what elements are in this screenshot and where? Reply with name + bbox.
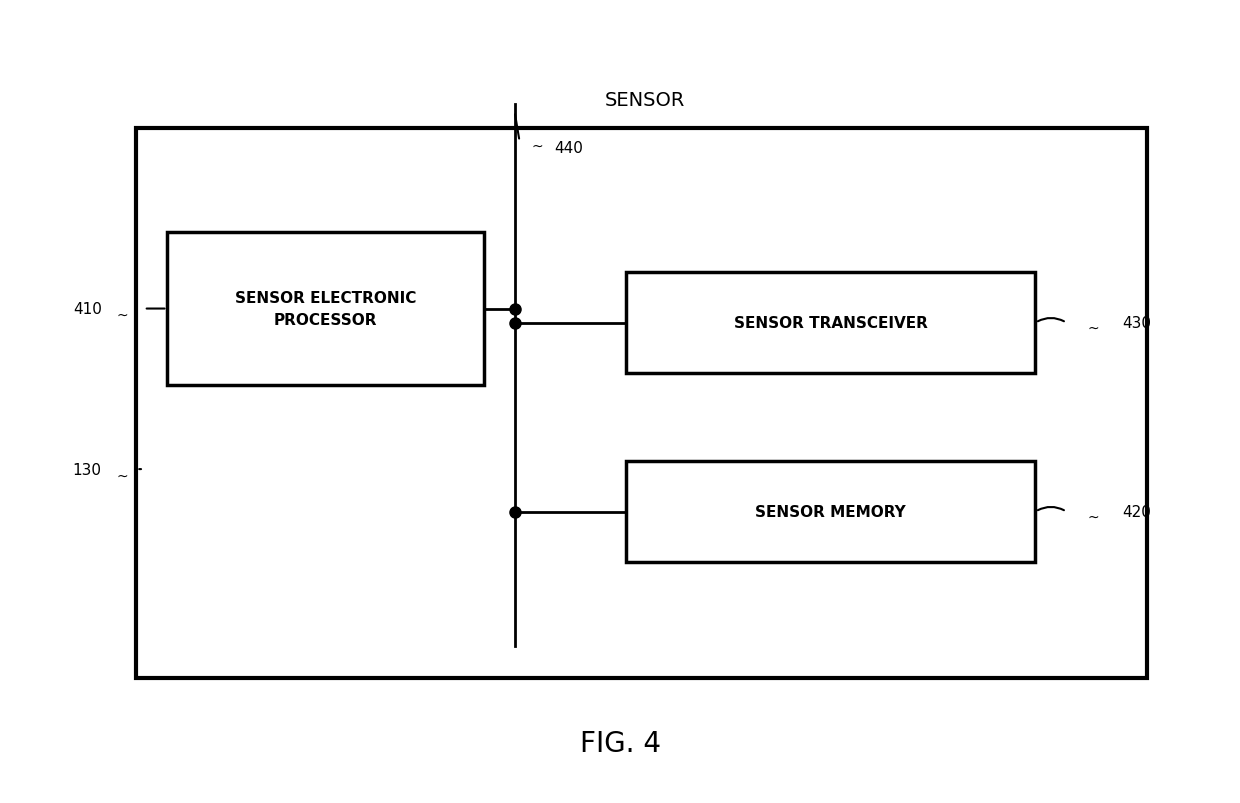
Text: ~: ~: [117, 308, 128, 323]
Text: SENSOR ELECTRONIC
PROCESSOR: SENSOR ELECTRONIC PROCESSOR: [234, 291, 417, 328]
Bar: [626, 462, 1035, 562]
Text: ~: ~: [1087, 510, 1099, 524]
Text: SENSOR MEMORY: SENSOR MEMORY: [755, 504, 906, 520]
Text: ~: ~: [532, 140, 543, 154]
Bar: [136, 128, 1147, 679]
Text: 410: 410: [73, 302, 102, 316]
Text: ~: ~: [1087, 321, 1099, 335]
Text: ~: ~: [117, 469, 128, 483]
Text: SENSOR: SENSOR: [605, 91, 684, 110]
Text: 420: 420: [1122, 504, 1151, 520]
Text: 130: 130: [73, 462, 102, 477]
Text: 430: 430: [1122, 316, 1151, 331]
Text: 440: 440: [554, 141, 583, 156]
Bar: [626, 273, 1035, 373]
Text: SENSOR TRANSCEIVER: SENSOR TRANSCEIVER: [734, 316, 928, 331]
Bar: [167, 233, 484, 385]
Text: FIG. 4: FIG. 4: [579, 729, 661, 756]
